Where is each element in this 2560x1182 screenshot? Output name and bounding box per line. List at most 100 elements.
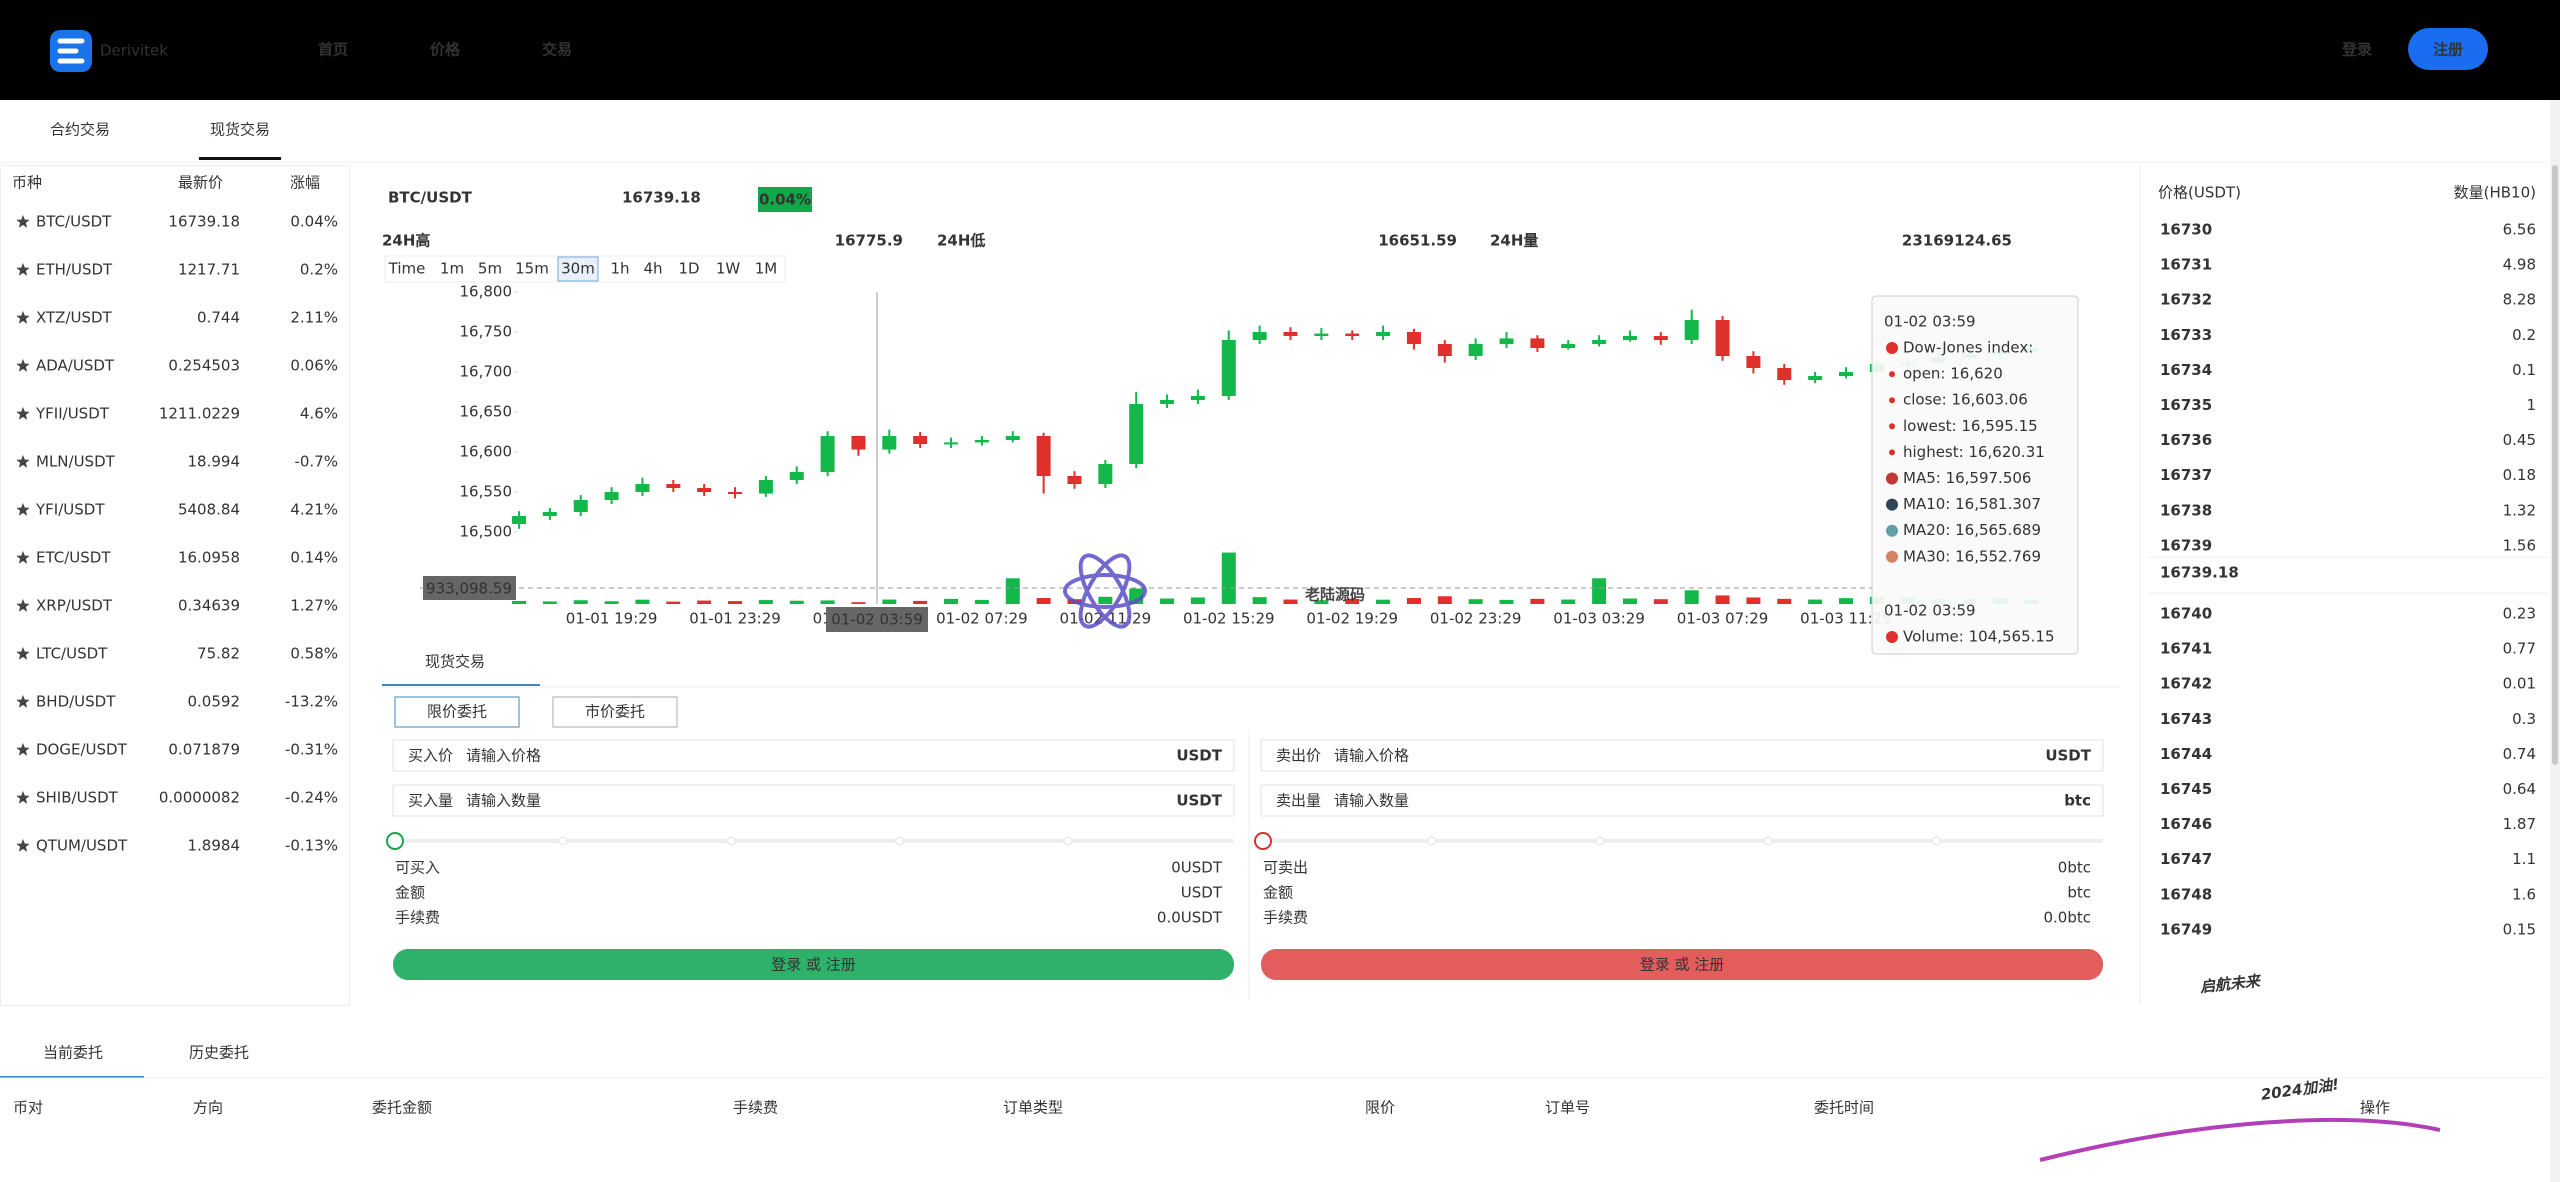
favorite-star[interactable] — [16, 359, 30, 372]
orderbook-qty: 0.3 — [2512, 710, 2536, 728]
input-box[interactable] — [392, 784, 1235, 817]
market-symbol[interactable]: BTC/USDT — [36, 213, 112, 231]
interval[interactable]: 1W — [716, 260, 741, 278]
orders-tab[interactable]: 历史委托 — [189, 1044, 249, 1062]
orderbook-price[interactable]: 16733 — [2160, 326, 2212, 344]
orderbook-price[interactable]: 16746 — [2160, 815, 2212, 833]
favorite-star[interactable] — [16, 695, 30, 708]
interval[interactable]: 1M — [755, 260, 778, 278]
input-box[interactable] — [1260, 739, 2104, 772]
input-box[interactable] — [392, 739, 1235, 772]
interval[interactable]: 4h — [643, 260, 662, 278]
orderbook-qty: 1.56 — [2503, 536, 2536, 554]
orderbook-price[interactable]: 16738 — [2160, 501, 2212, 519]
interval[interactable]: 1m — [440, 260, 464, 278]
market-change: -0.31% — [285, 741, 338, 759]
market-symbol[interactable]: SHIB/USDT — [36, 789, 119, 807]
nav-link[interactable]: 交易 — [542, 41, 572, 59]
nav-link[interactable]: 价格 — [430, 41, 461, 59]
orders-tab-active[interactable]: 当前委托 — [43, 1044, 103, 1062]
favorite-star[interactable] — [16, 311, 30, 324]
market-symbol[interactable]: ETC/USDT — [36, 549, 111, 567]
orderbook-price[interactable]: 16739 — [2160, 536, 2212, 554]
interval[interactable]: 5m — [478, 260, 502, 278]
favorite-star[interactable] — [16, 263, 30, 276]
market-symbol[interactable]: YFI/USDT — [35, 501, 105, 519]
orderbook-price[interactable]: 16744 — [2160, 745, 2212, 763]
market-symbol[interactable]: QTUM/USDT — [36, 837, 128, 855]
mode-label[interactable]: 市价委托 — [585, 703, 645, 721]
market-symbol[interactable]: ETH/USDT — [36, 261, 113, 279]
favorite-star[interactable] — [16, 839, 30, 852]
orderbook-price[interactable]: 16743 — [2160, 710, 2212, 728]
candle-body — [1777, 368, 1792, 380]
interval[interactable]: 1D — [678, 260, 699, 278]
orderbook-price[interactable]: 16734 — [2160, 361, 2212, 379]
market-symbol[interactable]: ADA/USDT — [36, 357, 115, 375]
interval[interactable]: 15m — [515, 260, 549, 278]
orderbook-qty: 0.2 — [2512, 326, 2536, 344]
interval[interactable]: 30m — [561, 260, 595, 278]
slider-handle[interactable] — [386, 832, 404, 850]
orderbook-price[interactable]: 16748 — [2160, 885, 2212, 903]
submit-label[interactable]: 登录 或 注册 — [1640, 956, 1725, 974]
input-unit: USDT — [1176, 747, 1222, 765]
input-box[interactable] — [1260, 784, 2104, 817]
nav-link[interactable]: 首页 — [318, 41, 348, 59]
market-symbol[interactable]: LTC/USDT — [36, 645, 108, 663]
orderbook-price[interactable]: 16745 — [2160, 780, 2212, 798]
tab[interactable]: 合约交易 — [50, 121, 110, 139]
orderbook-price[interactable]: 16737 — [2160, 466, 2212, 484]
orderbook-price[interactable]: 16741 — [2160, 640, 2212, 658]
orderbook-price[interactable]: 16747 — [2160, 850, 2212, 868]
slider-handle[interactable] — [1254, 832, 1272, 850]
input-placeholder[interactable]: 请输入数量 — [466, 792, 541, 810]
input-placeholder[interactable]: 请输入价格 — [466, 747, 541, 765]
tab-active[interactable]: 现货交易 — [210, 121, 270, 139]
interval-active[interactable] — [557, 256, 599, 282]
order-tab[interactable]: 现货交易 — [425, 653, 485, 671]
orderbook-price[interactable]: 16730 — [2160, 221, 2212, 239]
orderbook-price[interactable]: 16735 — [2160, 396, 2212, 414]
orderbook-price[interactable]: 16740 — [2160, 605, 2212, 623]
mode-button[interactable] — [394, 696, 520, 728]
market-symbol[interactable]: BHD/USDT — [36, 693, 116, 711]
orderbook-price[interactable]: 16731 — [2160, 256, 2212, 274]
orderbook-price[interactable]: 16736 — [2160, 431, 2212, 449]
x-tick-label: 01-02 19:29 — [1306, 610, 1398, 628]
submit-button[interactable] — [1261, 949, 2103, 980]
submit-label[interactable]: 登录 或 注册 — [771, 956, 856, 974]
mode-label[interactable]: 限价委托 — [427, 703, 487, 721]
market-change: -0.7% — [294, 453, 338, 471]
favorite-star[interactable] — [16, 599, 30, 612]
submit-button[interactable] — [393, 949, 1234, 980]
favorite-star[interactable] — [16, 647, 30, 660]
login-link[interactable]: 登录 — [2341, 41, 2372, 59]
interval[interactable]: 1h — [610, 260, 629, 278]
favorite-star[interactable] — [16, 503, 30, 516]
market-symbol[interactable]: XTZ/USDT — [36, 309, 113, 327]
favorite-star[interactable] — [16, 407, 30, 420]
mode-button[interactable] — [552, 696, 678, 728]
orderbook-qty: 0.23 — [2503, 605, 2536, 623]
register-label[interactable]: 注册 — [2433, 41, 2463, 59]
orderbook-price[interactable]: 16749 — [2160, 920, 2212, 938]
favorite-star[interactable] — [16, 215, 30, 228]
input-placeholder[interactable]: 请输入数量 — [1334, 792, 1409, 810]
market-symbol[interactable]: DOGE/USDT — [36, 741, 128, 759]
market-symbol[interactable]: YFII/USDT — [35, 405, 110, 423]
orbit — [1078, 553, 1132, 629]
input-placeholder[interactable]: 请输入价格 — [1334, 747, 1409, 765]
favorite-star[interactable] — [16, 455, 30, 468]
favorite-star[interactable] — [16, 551, 30, 564]
interval[interactable]: Time — [388, 260, 426, 278]
orderbook-price[interactable]: 16732 — [2160, 291, 2212, 309]
register-button[interactable] — [2408, 28, 2488, 70]
volume-bar — [1221, 552, 1236, 604]
favorite-star[interactable] — [16, 743, 30, 756]
market-change: -13.2% — [285, 693, 338, 711]
favorite-star[interactable] — [16, 791, 30, 804]
orderbook-price[interactable]: 16742 — [2160, 675, 2212, 693]
market-symbol[interactable]: XRP/USDT — [36, 597, 113, 615]
market-symbol[interactable]: MLN/USDT — [36, 453, 116, 471]
